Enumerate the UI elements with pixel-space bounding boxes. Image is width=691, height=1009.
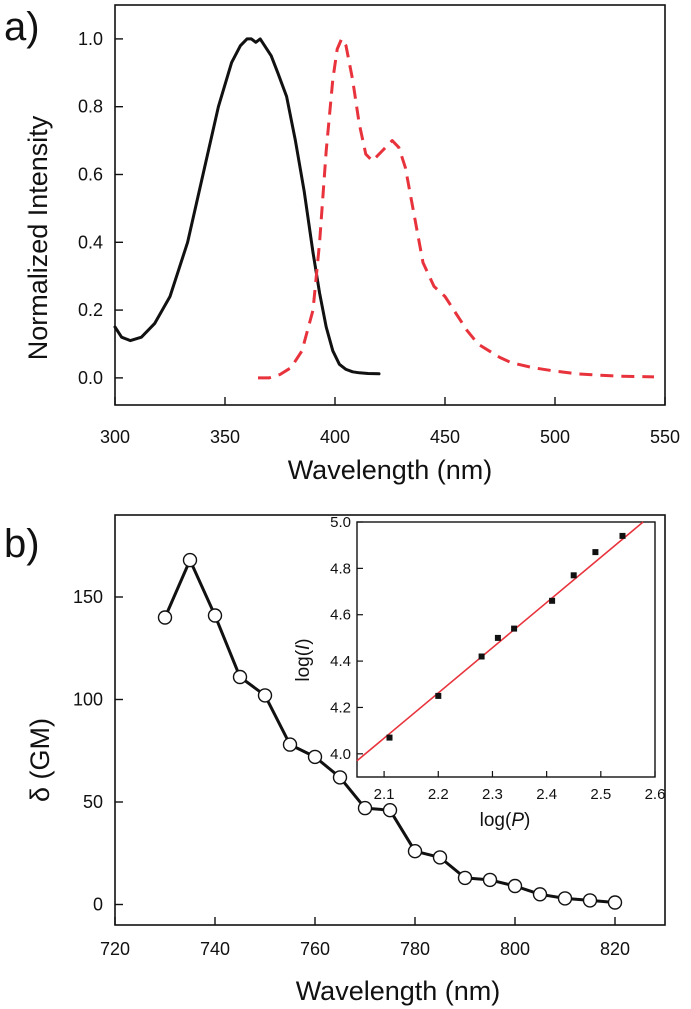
inset-y-tick-label: 4.8 bbox=[330, 560, 351, 577]
x-tick-label: 550 bbox=[650, 427, 680, 447]
x-tick-label: 350 bbox=[210, 427, 240, 447]
data-point bbox=[182, 552, 198, 568]
panel-b: b) 720 740 760 780 800 820 0 50 100 150 Waveleng… bbox=[4, 514, 666, 1006]
inset-data-point bbox=[549, 597, 556, 604]
inset-data-point bbox=[386, 734, 393, 741]
x-tick-label: 500 bbox=[540, 427, 570, 447]
y-tick-label: 0.6 bbox=[78, 164, 103, 184]
inset-x-tick-label: 2.2 bbox=[428, 786, 449, 803]
inset-x-tick-label: 2.1 bbox=[374, 786, 395, 803]
inset-data-point bbox=[435, 692, 442, 699]
data-point bbox=[557, 891, 573, 906]
y-tick-label: 150 bbox=[73, 587, 103, 607]
absorption-curve-solid bbox=[113, 37, 381, 376]
data-point bbox=[332, 770, 348, 785]
x-tick-label: 720 bbox=[100, 939, 130, 959]
data-point bbox=[157, 610, 173, 625]
panel-b-y-axis-title: δ (GM) bbox=[25, 718, 55, 802]
data-point bbox=[207, 608, 223, 623]
inset-x-ticks: 2.1 2.2 2.3 2.4 2.5 2.6 bbox=[374, 771, 666, 803]
x-tick-label: 740 bbox=[200, 939, 230, 959]
inset-plot: 2.1 2.2 2.3 2.4 2.5 2.6 4.0 4.2 4.4 4.6 4.8 5.0 lo… bbox=[293, 514, 665, 831]
y-tick-label: 0.0 bbox=[78, 368, 103, 388]
panel-a-label: a) bbox=[4, 5, 40, 49]
panel-a-y-ticks: 0.0 0.2 0.4 0.6 0.8 1.0 bbox=[78, 29, 123, 388]
inset-y-ticks: 4.0 4.2 4.4 4.6 4.8 5.0 bbox=[330, 514, 363, 763]
panel-b-frame bbox=[114, 514, 666, 926]
data-point bbox=[607, 895, 623, 910]
y-tick-label: 0 bbox=[93, 895, 103, 915]
panel-a-series bbox=[113, 37, 655, 380]
x-tick-label: 300 bbox=[100, 427, 130, 447]
y-tick-label: 100 bbox=[73, 690, 103, 710]
panel-a-x-ticks: 300 350 400 450 500 550 bbox=[100, 397, 680, 447]
inset-data-point bbox=[478, 653, 485, 660]
inset-x-axis-title: log(P) bbox=[480, 810, 531, 831]
data-point bbox=[382, 803, 398, 818]
y-tick-label: 0.4 bbox=[78, 232, 103, 252]
data-point bbox=[257, 688, 273, 703]
x-tick-label: 450 bbox=[430, 427, 460, 447]
linear-fit-line bbox=[356, 521, 644, 762]
panel-b-series bbox=[157, 552, 623, 910]
data-point bbox=[507, 878, 523, 894]
x-tick-label: 800 bbox=[500, 939, 530, 959]
data-point bbox=[482, 872, 498, 888]
y-tick-label: 50 bbox=[83, 792, 103, 812]
panel-b-x-ticks: 720 740 760 780 800 820 bbox=[100, 917, 630, 959]
data-point bbox=[307, 749, 323, 765]
inset-y-tick-label: 4.0 bbox=[330, 746, 351, 763]
panel-b-label: b) bbox=[4, 522, 40, 566]
inset-y-tick-label: 4.4 bbox=[330, 653, 351, 670]
panel-a-y-axis-title: Normalized Intensity bbox=[23, 115, 53, 360]
inset-y-tick-label: 4.6 bbox=[330, 607, 351, 624]
data-point bbox=[407, 844, 423, 859]
data-point bbox=[357, 800, 373, 816]
inset-x-tick-label: 2.5 bbox=[590, 786, 611, 803]
panel-b-y-ticks: 0 50 100 150 bbox=[73, 587, 123, 915]
inset-y-axis-title: log(I) bbox=[293, 638, 314, 681]
y-tick-label: 0.2 bbox=[78, 300, 103, 320]
data-point bbox=[282, 737, 298, 752]
inset-x-tick-label: 2.6 bbox=[645, 786, 666, 803]
x-tick-label: 780 bbox=[400, 939, 430, 959]
data-point bbox=[582, 893, 598, 908]
emission-curve-dashed bbox=[258, 37, 655, 380]
panel-a-x-axis-title: Wavelength (nm) bbox=[288, 455, 493, 485]
inset-frame bbox=[356, 521, 656, 778]
panel-a: a) 300 350 400 450 500 550 0.0 0.2 0.4 0.6 0.8 1.0… bbox=[4, 4, 680, 485]
inset-data-point bbox=[494, 634, 501, 641]
inset-y-tick-label: 5.0 bbox=[330, 514, 351, 531]
panel-b-x-axis-title: Wavelength (nm) bbox=[296, 976, 501, 1006]
data-point bbox=[532, 887, 548, 902]
data-point bbox=[457, 870, 473, 886]
inset-series bbox=[356, 521, 644, 762]
inset-x-tick-label: 2.3 bbox=[482, 786, 503, 803]
x-tick-label: 820 bbox=[600, 939, 630, 959]
x-tick-label: 400 bbox=[320, 427, 350, 447]
inset-data-point bbox=[511, 625, 518, 632]
inset-y-tick-label: 4.2 bbox=[330, 699, 351, 716]
data-point bbox=[432, 850, 448, 865]
inset-x-tick-label: 2.4 bbox=[536, 786, 557, 803]
data-point bbox=[232, 669, 248, 685]
inset-data-point bbox=[592, 549, 599, 556]
y-tick-label: 0.8 bbox=[78, 97, 103, 117]
inset-data-point bbox=[570, 572, 577, 579]
y-tick-label: 1.0 bbox=[78, 29, 103, 49]
inset-data-point bbox=[619, 532, 626, 539]
x-tick-label: 760 bbox=[300, 939, 330, 959]
panel-a-frame bbox=[114, 4, 666, 406]
